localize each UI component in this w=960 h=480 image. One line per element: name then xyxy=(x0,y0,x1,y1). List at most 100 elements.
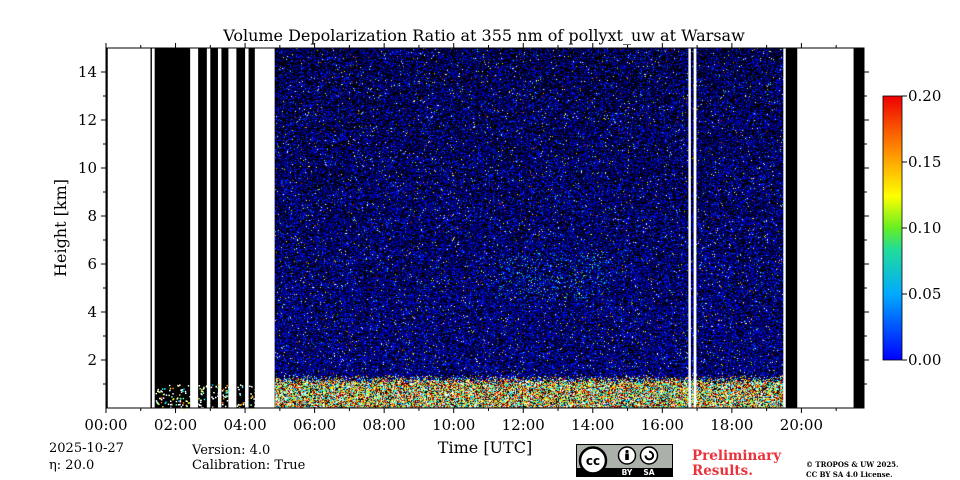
speckle xyxy=(182,404,184,406)
speckle xyxy=(203,398,206,401)
speckle xyxy=(237,386,239,389)
speckle xyxy=(182,402,185,404)
speckle xyxy=(185,400,188,402)
speckle xyxy=(179,384,181,386)
no-data-band-0 xyxy=(107,48,151,408)
eta-label: η: 20.0 xyxy=(49,458,95,473)
x-tick-label: 14:00 xyxy=(571,416,614,434)
speckle xyxy=(240,403,243,406)
speckle xyxy=(171,403,173,406)
colorbar-ticks: 0.00 0.05 0.10 0.15 0.20 xyxy=(902,87,941,369)
speckle xyxy=(182,397,185,400)
x-tick-label: 20:00 xyxy=(780,416,823,434)
speckle xyxy=(170,403,172,406)
speckle xyxy=(212,397,214,400)
speckle xyxy=(177,384,179,387)
speckle xyxy=(198,403,200,406)
speckle xyxy=(198,385,201,387)
speckle xyxy=(222,397,225,400)
speckle xyxy=(199,401,202,404)
speckle xyxy=(241,385,244,387)
speckle xyxy=(222,394,225,396)
speckle xyxy=(157,402,159,404)
speckle xyxy=(225,390,228,392)
no-data-band-1 xyxy=(151,48,155,408)
speckle xyxy=(200,406,203,409)
x-tick-label: 10:00 xyxy=(432,416,475,434)
speckle xyxy=(181,388,184,391)
x-axis: 00:00 02:00 04:00 06:00 08:00 10:00 12:00 14:00… xyxy=(84,43,837,434)
speckle xyxy=(177,403,180,406)
speckle xyxy=(179,401,182,403)
speckle xyxy=(200,393,202,395)
speckle xyxy=(180,391,183,393)
x-tick-label: 08:00 xyxy=(363,416,406,434)
y-tick-label: 12 xyxy=(78,111,97,129)
speckle xyxy=(225,386,227,389)
no-signal-band-2 xyxy=(154,48,191,408)
speckle xyxy=(161,391,163,393)
speckle xyxy=(242,403,245,406)
speckle xyxy=(160,401,163,404)
speckle xyxy=(242,402,245,404)
speckle xyxy=(221,402,224,404)
speckle xyxy=(253,398,255,400)
y-tick-label: 4 xyxy=(87,303,97,321)
colorbar-tick-label: 0.10 xyxy=(908,219,941,237)
cc-logo-icon xyxy=(578,446,608,475)
speckle xyxy=(178,400,180,402)
speckle xyxy=(172,387,174,390)
speckle xyxy=(201,393,203,396)
copyright-line-2: CC BY SA 4.0 License. xyxy=(806,470,893,479)
speckle xyxy=(160,397,163,399)
speckle xyxy=(169,389,171,392)
version-label: Version: 4.0 xyxy=(192,443,271,458)
speckle xyxy=(160,390,162,392)
speckle xyxy=(189,395,191,398)
colorbar-tick-label: 0.20 xyxy=(908,87,941,105)
no-signal-band-6 xyxy=(236,48,246,408)
x-axis-label: Time [UTC] xyxy=(438,438,532,457)
speckle xyxy=(188,402,191,404)
speckle xyxy=(198,397,200,400)
speckle xyxy=(179,394,181,396)
speckle xyxy=(177,385,180,387)
speckle xyxy=(180,389,182,392)
speckle xyxy=(165,401,167,403)
speckle xyxy=(224,405,227,408)
speckle xyxy=(225,396,227,398)
preliminary-line-2: Results. xyxy=(692,463,753,479)
speckle xyxy=(223,395,225,398)
speckle xyxy=(250,393,252,395)
speckle xyxy=(179,400,182,402)
no-signal-band-5 xyxy=(221,48,229,408)
speckle xyxy=(159,397,162,400)
speckle xyxy=(226,385,228,387)
speckle xyxy=(222,403,224,406)
by-person-body xyxy=(625,453,629,460)
preliminary-line-1: Preliminary xyxy=(692,448,782,464)
speckle xyxy=(227,389,230,392)
by-label: BY xyxy=(622,468,633,477)
no-data-band-4 xyxy=(217,48,222,408)
y-tick-label: 6 xyxy=(87,255,97,273)
speckle xyxy=(180,398,182,400)
speckle xyxy=(251,386,253,388)
speckle xyxy=(210,386,213,389)
speckle xyxy=(170,406,172,409)
speckle xyxy=(228,386,230,389)
speckle xyxy=(217,384,220,386)
speckle xyxy=(156,401,158,404)
speckle xyxy=(170,407,173,410)
speckle xyxy=(239,393,241,395)
speckle xyxy=(180,406,183,408)
speckle xyxy=(200,390,203,393)
speckle xyxy=(172,393,174,395)
speckle xyxy=(237,403,240,406)
speckle xyxy=(238,388,240,391)
colorbar-tick-label: 0.05 xyxy=(908,285,941,303)
speckle xyxy=(162,397,165,399)
speckle xyxy=(211,384,214,386)
speckle xyxy=(239,404,241,406)
speckle xyxy=(241,386,244,389)
